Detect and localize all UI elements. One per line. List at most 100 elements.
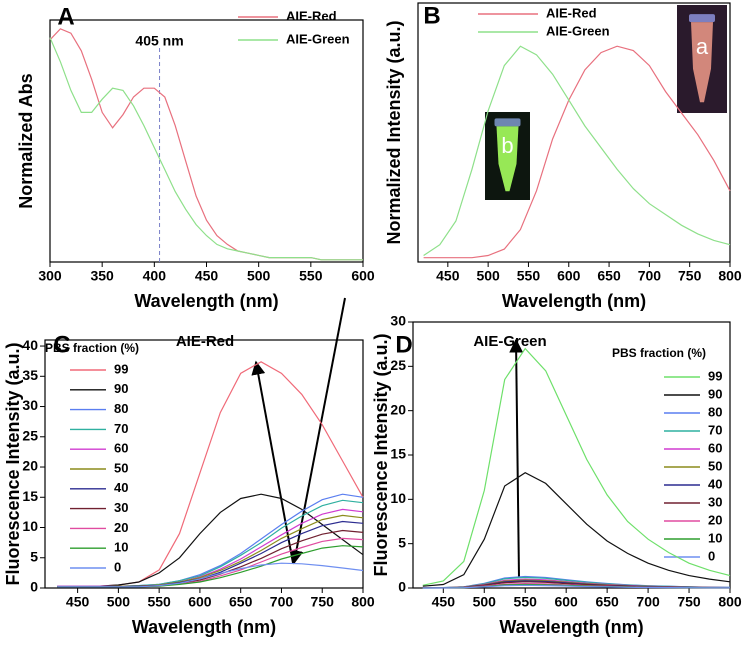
y-tick-label: 25 [22, 427, 38, 443]
x-axis-label: Wavelength (nm) [134, 291, 278, 311]
y-tick-label: 15 [22, 488, 38, 504]
x-tick-label: 600 [188, 594, 212, 610]
x-tick-label: 700 [636, 594, 660, 610]
inset-photo: b [485, 112, 530, 200]
x-tick-label: 600 [554, 594, 578, 610]
legend-label: 60 [114, 441, 128, 456]
legend-label: AIE-Green [546, 23, 610, 38]
series-line [57, 562, 364, 588]
series-line [57, 545, 364, 588]
y-tick-label: 30 [390, 313, 406, 329]
legend-label: 80 [708, 404, 722, 419]
x-tick-label: 550 [147, 594, 171, 610]
series-line [49, 37, 363, 261]
x-tick-label: 550 [517, 268, 541, 284]
vial-cap [494, 118, 521, 127]
x-axis-label: Wavelength (nm) [499, 617, 643, 637]
x-tick-label: 400 [143, 268, 167, 284]
x-tick-label: 500 [473, 594, 497, 610]
y-tick-label: 0 [398, 579, 406, 595]
legend-label: 60 [708, 440, 722, 455]
y-axis-label: Normalized Abs [16, 73, 36, 208]
x-tick-label: 750 [677, 594, 701, 610]
vial [496, 126, 519, 192]
series-line [422, 584, 730, 589]
panel-label: A [57, 3, 74, 30]
plot-frame [44, 339, 364, 589]
legend-title: PBS fraction (%) [45, 341, 139, 355]
y-tick-label: 10 [22, 518, 38, 534]
y-tick-label: 25 [390, 357, 406, 373]
series-line [57, 493, 364, 588]
x-axis-label: Wavelength (nm) [132, 617, 276, 637]
legend-label: 30 [708, 494, 722, 509]
x-tick-label: 450 [66, 594, 90, 610]
x-tick-label: 550 [299, 268, 323, 284]
series-line [49, 28, 363, 261]
x-tick-label: 500 [476, 268, 500, 284]
legend-label: 10 [114, 540, 128, 555]
x-tick-label: 600 [557, 268, 581, 284]
legend-label: 99 [708, 368, 722, 383]
x-tick-label: 750 [311, 594, 335, 610]
legend-label: 90 [114, 381, 128, 396]
x-tick-label: 750 [678, 268, 702, 284]
y-tick-label: 10 [390, 490, 406, 506]
x-tick-label: 800 [351, 594, 375, 610]
series-line [423, 45, 731, 256]
x-tick-label: 800 [718, 268, 742, 284]
x-tick-label: 450 [195, 268, 219, 284]
x-tick-label: 500 [247, 268, 271, 284]
x-tick-label: 650 [595, 594, 619, 610]
legend-label: 0 [708, 548, 715, 563]
legend-label: 10 [708, 530, 722, 545]
legend-label: 70 [708, 422, 722, 437]
vial-cap [689, 14, 715, 23]
inset-label: a [696, 34, 709, 59]
x-tick-label: 550 [514, 594, 538, 610]
panel-title: AIE-Red [176, 333, 234, 350]
x-tick-label: 450 [432, 594, 456, 610]
arrow [289, 297, 346, 565]
panel-label: C [53, 331, 70, 358]
x-tick-label: 300 [38, 268, 62, 284]
legend-label: 50 [708, 458, 722, 473]
series-line [423, 45, 731, 259]
legend-label: 20 [708, 512, 722, 527]
panel-label: B [423, 2, 440, 29]
x-tick-label: 500 [107, 594, 131, 610]
y-axis-label: Fluorescence Intensity (a.u.) [371, 333, 391, 576]
x-tick-label: 450 [436, 268, 460, 284]
panel-label: D [395, 331, 412, 358]
panel-title: AIE-Green [473, 333, 546, 350]
legend-label: 70 [114, 421, 128, 436]
y-axis-label: Fluorescence Intensity (a.u.) [3, 342, 23, 585]
legend-label: 40 [708, 476, 722, 491]
series-line [422, 472, 731, 587]
legend-label: 90 [708, 386, 722, 401]
legend-label: 20 [114, 520, 128, 535]
x-tick-label: 700 [270, 594, 294, 610]
x-tick-label: 600 [351, 268, 375, 284]
y-tick-label: 0 [30, 579, 38, 595]
legend-label: 80 [114, 401, 128, 416]
y-tick-label: 20 [22, 458, 38, 474]
inset-label: b [501, 133, 513, 158]
y-tick-label: 35 [22, 367, 38, 383]
series-line [57, 361, 364, 588]
y-tick-label: 5 [398, 534, 406, 550]
legend-title: PBS fraction (%) [612, 346, 706, 360]
y-axis-label: Normalized Intensity (a.u.) [384, 20, 404, 244]
plot-frame [49, 19, 364, 263]
x-tick-label: 650 [597, 268, 621, 284]
legend-label: 30 [114, 500, 128, 515]
y-tick-label: 20 [390, 401, 406, 417]
inset-photo: a [677, 5, 727, 113]
legend-label: 50 [114, 460, 128, 475]
x-tick-label: 800 [718, 594, 742, 610]
arrows [251, 297, 524, 579]
vial [691, 22, 713, 103]
annotation: 405 nm [135, 33, 183, 49]
legend-label: AIE-Red [546, 5, 597, 20]
